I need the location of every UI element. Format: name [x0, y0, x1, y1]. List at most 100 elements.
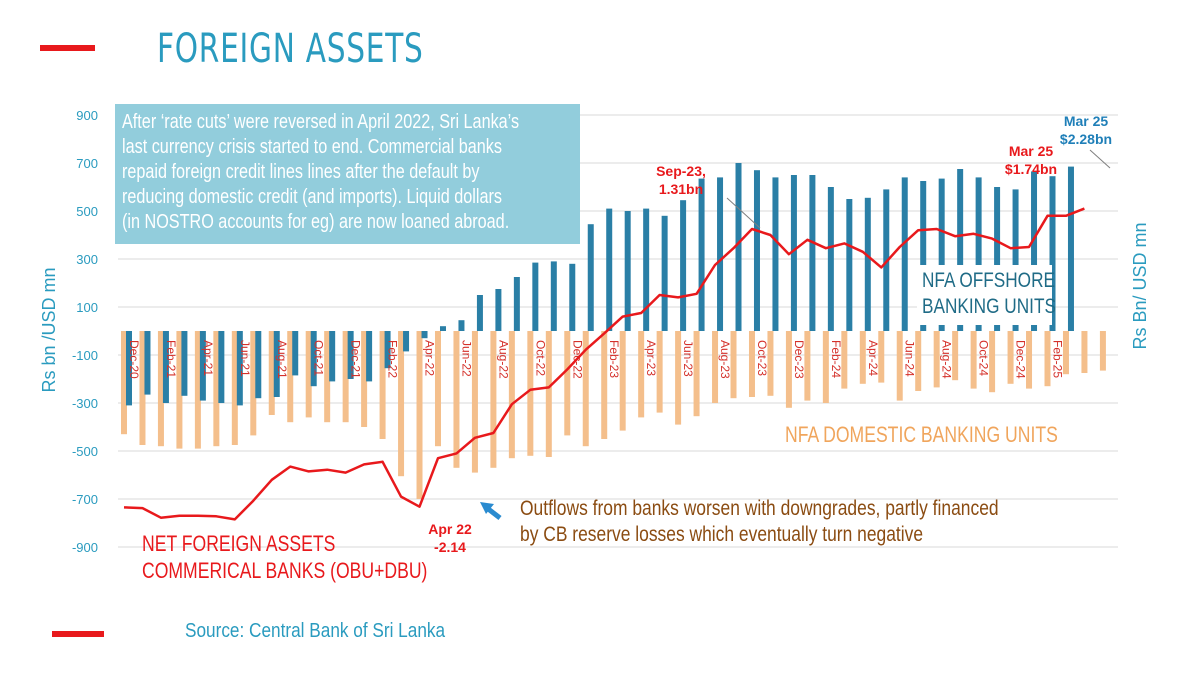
- dbu-bar: [693, 331, 700, 417]
- y-tick-label: -900: [72, 540, 98, 555]
- dbu-bar: [324, 331, 331, 423]
- obu-bar: [162, 331, 169, 403]
- source-text: Source: Central Bank of Sri Lanka: [185, 620, 446, 642]
- dbu-bar: [1007, 331, 1014, 384]
- obu-bar: [809, 175, 816, 331]
- obu-bar: [199, 331, 206, 401]
- obu-bar: [661, 215, 668, 331]
- y-axis-label-right: Rs Bn/ USD mn: [1130, 222, 1150, 349]
- obu-bar: [476, 295, 483, 331]
- x-tick-label: Feb-23: [607, 340, 621, 378]
- obu-bar: [310, 331, 317, 387]
- y-tick-label: 300: [76, 252, 98, 267]
- note-text: After ‘rate cuts’ were reversed in April…: [122, 111, 520, 233]
- dbu-bar: [989, 331, 996, 393]
- dbu-bar: [804, 331, 811, 401]
- obu-bar: [901, 177, 908, 331]
- y-tick-label: -300: [72, 396, 98, 411]
- dbu-bar: [157, 331, 164, 447]
- obu-bar: [643, 208, 650, 331]
- dbu-bar: [748, 331, 755, 397]
- y-tick-label: 500: [76, 204, 98, 219]
- x-tick-label: Oct-23: [755, 340, 769, 376]
- dbu-bar: [582, 331, 589, 447]
- x-tick-label: Apr-21: [201, 340, 215, 376]
- dbu-bar: [250, 331, 257, 436]
- dbu-bar: [434, 331, 441, 447]
- y-tick-label: -700: [72, 492, 98, 507]
- obu-bar: [255, 331, 262, 399]
- obu-bar: [329, 331, 336, 382]
- dbu-bar: [121, 331, 127, 435]
- x-tick-labels: Dec-20 Feb-21 Apr-21 Jun-21 Aug-21 Oct-21 Dec-…: [127, 340, 1065, 379]
- obu-bar: [144, 331, 151, 395]
- obu-bar: [532, 262, 539, 331]
- x-tick-label: Feb-25: [1051, 340, 1065, 378]
- dbu-bar: [601, 331, 608, 439]
- dbu-bar-series: [121, 331, 1106, 499]
- grid-lines: [118, 114, 1118, 548]
- x-tick-label: Oct-21: [312, 340, 326, 376]
- obu-bar: [421, 331, 428, 339]
- outflows-annotation: Outflows from banks worsen with downgrad…: [520, 497, 999, 546]
- obu-bar: [273, 331, 280, 397]
- obu-bar: [827, 187, 834, 331]
- obu-bar: [1049, 176, 1056, 331]
- sep23-leader-line: [726, 197, 761, 229]
- nfa-series-line: [123, 207, 1085, 521]
- x-tick-label: Apr-24: [866, 340, 880, 376]
- obu-bar: [569, 263, 576, 331]
- obu-bar: [864, 197, 871, 331]
- obu-bar: [403, 331, 410, 352]
- obu-bar: [772, 177, 779, 331]
- dbu-bar: [712, 331, 719, 403]
- dbu-bar: [859, 331, 866, 384]
- dbu-bar: [656, 331, 663, 413]
- obu-bar: [957, 169, 964, 331]
- obu-bar: [994, 187, 1001, 331]
- dbu-bar: [379, 331, 386, 439]
- dbu-bar: [287, 331, 294, 423]
- dbu-bar: [231, 331, 238, 445]
- obu-bar: [698, 178, 705, 331]
- y-tick-label: 900: [76, 108, 98, 123]
- obu-bar: [587, 224, 594, 331]
- dbu-bar: [1099, 331, 1106, 371]
- dbu-bar: [1026, 331, 1033, 389]
- dbu-bar: [342, 331, 349, 423]
- obu-bar: [384, 331, 391, 369]
- dbu-bar: [952, 331, 959, 381]
- obu-bar: [181, 331, 188, 396]
- mar25-leader-line: [1089, 149, 1111, 169]
- obu-bar: [624, 211, 631, 331]
- annotation-apr22: Apr 22 -2.14: [428, 521, 472, 555]
- y-tick-label: -100: [72, 348, 98, 363]
- title-accent-bar: [40, 45, 95, 51]
- x-tick-label: Aug-21: [275, 340, 289, 379]
- annotation-mar25-obu: Mar 25 $2.28bn: [1059, 113, 1113, 147]
- dbu-bar: [970, 331, 977, 389]
- x-tick-label: Aug-22: [496, 340, 510, 379]
- y-axis-label-left: Rs bn /USD mn: [39, 267, 59, 392]
- obu-bar: [753, 170, 760, 331]
- obu-series-label: NFA OFFSHORE BANKING UNITS: [922, 269, 1056, 318]
- dbu-bar: [822, 331, 829, 403]
- dbu-bar: [398, 331, 405, 477]
- dbu-bar: [1081, 331, 1088, 373]
- y-tick-label: -500: [72, 444, 98, 459]
- dbu-bar: [730, 331, 737, 399]
- dbu-bar: [841, 331, 848, 389]
- dbu-bar: [361, 331, 368, 427]
- obu-bar: [495, 289, 502, 331]
- x-tick-label: Aug-24: [940, 340, 954, 379]
- arrow-icon: [480, 502, 502, 520]
- x-tick-label: Apr-22: [423, 340, 437, 376]
- x-tick-label: Oct-22: [533, 340, 547, 376]
- obu-bar: [1012, 189, 1019, 331]
- nfa-series-label: NET FOREIGN ASSETS COMMERICAL BANKS (OBU…: [142, 531, 428, 583]
- x-tick-label: Jun-23: [681, 340, 695, 377]
- obu-bar: [680, 200, 687, 331]
- x-tick-label: Feb-22: [386, 340, 400, 378]
- obu-bar: [717, 177, 724, 331]
- obu-bar: [458, 320, 465, 331]
